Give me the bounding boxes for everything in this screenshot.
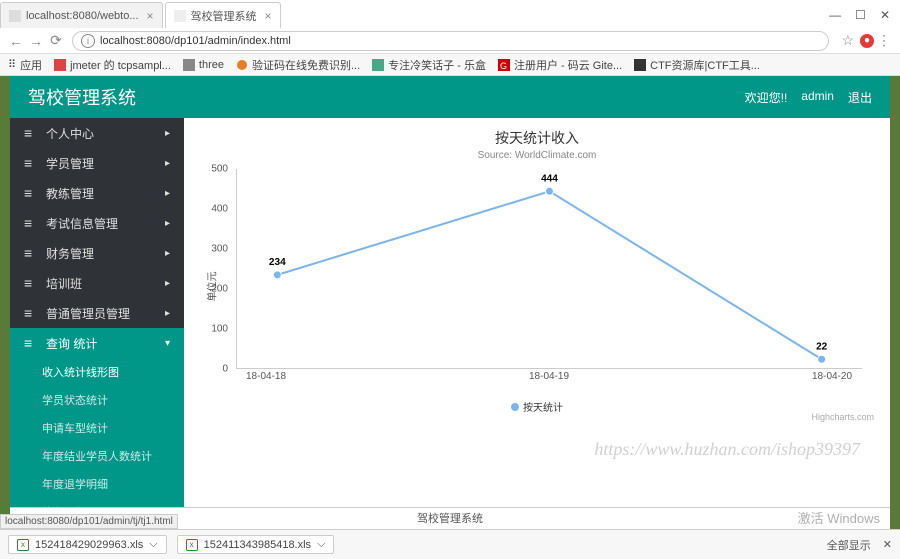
browser-tab-0[interactable]: localhost:8080/webto... × [0, 2, 163, 28]
content-area: 按天统计收入 Source: WorldClimate.com 单位元 0100… [184, 118, 890, 506]
bars-icon [24, 245, 36, 261]
menu-label: 查询 统计 [46, 335, 97, 352]
svg-text:G: G [500, 61, 507, 71]
chevron-right-icon: ▸ [165, 248, 170, 259]
bars-icon [24, 275, 36, 291]
address-bar[interactable]: i localhost:8080/dp101/admin/index.html [72, 31, 829, 51]
apps-shortcut[interactable]: ⠿ 应用 [8, 57, 42, 73]
sidebar-item[interactable]: 考试信息管理 ▸ [10, 208, 184, 238]
browser-tab-1[interactable]: 驾校管理系统 × [165, 2, 281, 28]
xls-icon: x [17, 539, 29, 551]
submenu-item[interactable]: 申请车型统计 [10, 414, 184, 442]
submenu-item[interactable]: 年度结业学员人数统计 [10, 442, 184, 470]
sidebar-item[interactable]: 普通管理员管理 ▸ [10, 298, 184, 328]
minimize-icon[interactable]: — [829, 8, 841, 22]
chevron-right-icon: ▸ [165, 188, 170, 199]
x-tick: 18-04-19 [519, 371, 579, 389]
tab-label: 驾校管理系统 [191, 8, 257, 24]
chevron-right-icon: ▸ [165, 158, 170, 169]
app-header: 驾校管理系统 欢迎您!! admin 退出 [10, 76, 890, 118]
forward-icon[interactable]: → [26, 33, 46, 49]
xls-icon: x [186, 539, 198, 551]
bars-icon [24, 125, 36, 141]
maximize-icon[interactable]: ☐ [855, 8, 866, 22]
chart: 单位元 0100200300400500 23444422 18-04-1818… [202, 169, 872, 389]
y-tick: 100 [211, 324, 228, 335]
bookmark-item[interactable]: G注册用户 - 码云 Gite... [498, 57, 622, 73]
menu-label: 学员管理 [46, 155, 94, 172]
menu-label: 培训班 [46, 275, 82, 292]
bars-icon [24, 305, 36, 321]
menu-label: 教练管理 [46, 185, 94, 202]
bookmark-item[interactable]: 专注冷笑话子 - 乐盒 [372, 57, 486, 73]
chevron-down-icon: ▾ [165, 338, 170, 349]
app-title: 驾校管理系统 [28, 84, 136, 110]
bars-icon [24, 335, 36, 351]
bookmarks-bar: ⠿ 应用 jmeter 的 tcpsampl... three 验证码在线免费识… [0, 54, 900, 76]
y-tick: 300 [211, 244, 228, 255]
bookmark-item[interactable]: jmeter 的 tcpsampl... [54, 57, 171, 73]
download-item[interactable]: x 152418429029963.xls⌵ [8, 535, 167, 554]
show-all-downloads[interactable]: 全部显示 [827, 537, 871, 553]
welcome-text: 欢迎您!! [745, 89, 788, 106]
bars-icon [24, 155, 36, 171]
activate-windows-text: 激活 Windows [798, 508, 880, 527]
menu-label: 考试信息管理 [46, 215, 118, 232]
reload-icon[interactable]: ⟳ [46, 32, 66, 49]
bars-icon [24, 215, 36, 231]
menu-icon[interactable]: ⋮ [874, 32, 894, 49]
svg-text:22: 22 [816, 341, 828, 352]
menu-label: 普通管理员管理 [46, 305, 130, 322]
y-tick: 400 [211, 204, 228, 215]
tab-label: localhost:8080/webto... [26, 10, 139, 22]
menu-label: 个人中心 [46, 125, 94, 142]
y-tick: 0 [222, 364, 228, 375]
close-icon[interactable]: × [147, 9, 154, 23]
url-text: localhost:8080/dp101/admin/index.html [100, 35, 291, 47]
legend-marker-icon [511, 403, 519, 411]
back-icon[interactable]: ← [6, 33, 26, 49]
sidebar-item[interactable]: 培训班 ▸ [10, 268, 184, 298]
chart-title: 按天统计收入 [202, 128, 872, 148]
chevron-right-icon: ▸ [165, 308, 170, 319]
user-link[interactable]: admin [801, 89, 834, 106]
sidebar-item[interactable]: 查询 统计 ▾ [10, 328, 184, 358]
sidebar: 个人中心 ▸ 学员管理 ▸ 教练管理 ▸ 考试信息管理 ▸ 财务管理 ▸ 培训班 ▸ 普通管理员管理 ▸ 查… [10, 118, 184, 526]
sidebar-item[interactable]: 学员管理 ▸ [10, 148, 184, 178]
status-url: localhost:8080/dp101/admin/tj/tj1.html [0, 514, 178, 529]
chevron-right-icon: ▸ [165, 128, 170, 139]
sidebar-item[interactable]: 教练管理 ▸ [10, 178, 184, 208]
close-window-icon[interactable]: ✕ [880, 8, 890, 22]
submenu-item[interactable]: 年度退学明细 [10, 470, 184, 498]
submenu-item[interactable]: 学员状态统计 [10, 386, 184, 414]
extension-icon[interactable]: ● [860, 34, 874, 48]
logout-link[interactable]: 退出 [848, 89, 872, 106]
sidebar-item[interactable]: 财务管理 ▸ [10, 238, 184, 268]
submenu-item[interactable]: 收入统计线形图 [10, 358, 184, 386]
download-item[interactable]: x 152411343985418.xls⌵ [177, 535, 335, 554]
legend: 按天统计 [202, 399, 872, 414]
svg-text:234: 234 [269, 257, 286, 268]
chevron-right-icon: ▸ [165, 218, 170, 229]
svg-text:444: 444 [541, 173, 558, 184]
bookmark-icon[interactable]: ☆ [841, 32, 854, 49]
y-tick: 500 [211, 164, 228, 175]
bookmark-item[interactable]: CTF资源库|CTF工具... [634, 57, 760, 73]
x-tick: 18-04-20 [802, 371, 862, 389]
chevron-right-icon: ▸ [165, 278, 170, 289]
bookmark-item[interactable]: 验证码在线免费识别... [236, 57, 360, 73]
close-icon[interactable]: × [265, 9, 272, 23]
menu-label: 财务管理 [46, 245, 94, 262]
watermark: https://www.huzhan.com/ishop39397 [594, 439, 860, 460]
close-downloads-icon[interactable]: ✕ [883, 538, 892, 551]
site-info-icon[interactable]: i [81, 34, 95, 48]
bookmark-item[interactable]: three [183, 59, 224, 71]
chart-subtitle: Source: WorldClimate.com [202, 150, 872, 161]
chart-credits: Highcharts.com [811, 412, 874, 422]
y-tick: 200 [211, 284, 228, 295]
x-tick: 18-04-18 [236, 371, 296, 389]
bars-icon [24, 185, 36, 201]
sidebar-item[interactable]: 个人中心 ▸ [10, 118, 184, 148]
downloads-bar: x 152418429029963.xls⌵ x 152411343985418… [0, 529, 900, 559]
